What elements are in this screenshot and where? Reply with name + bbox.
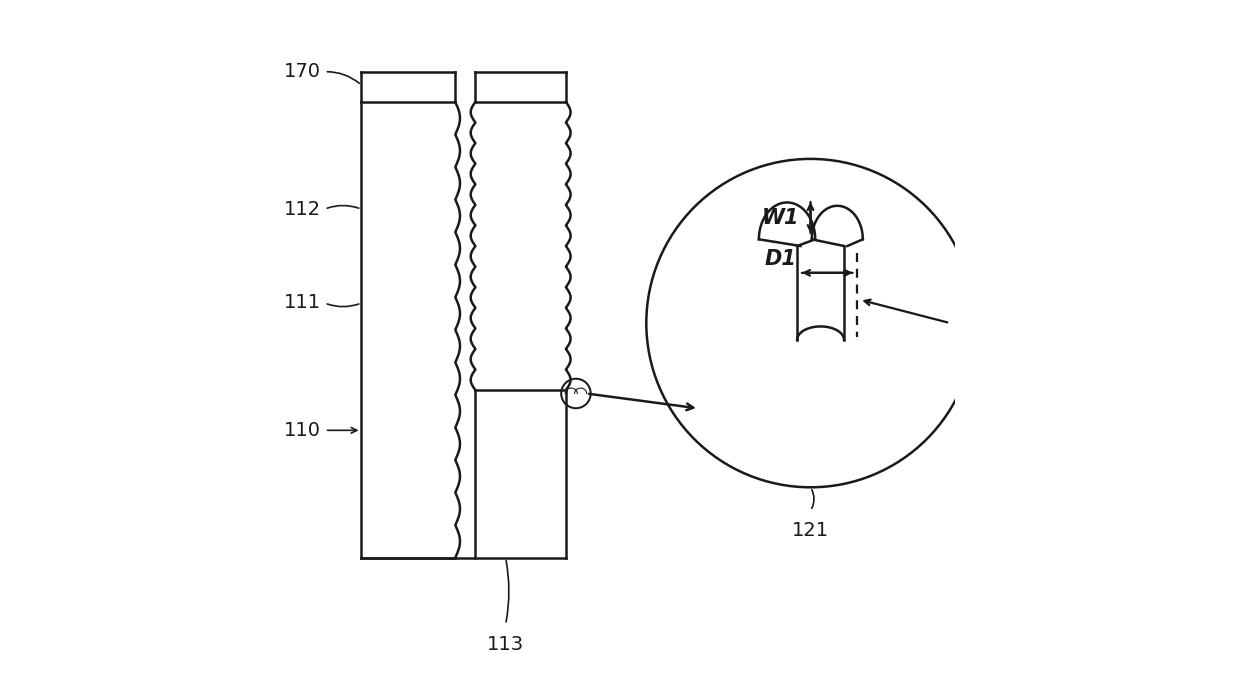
Text: 112: 112 bbox=[284, 200, 321, 219]
Text: D1: D1 bbox=[764, 250, 797, 269]
Text: W1: W1 bbox=[762, 207, 799, 227]
Text: 170: 170 bbox=[284, 63, 321, 81]
Text: 121: 121 bbox=[792, 521, 829, 540]
Text: 111: 111 bbox=[284, 293, 321, 312]
Text: 110: 110 bbox=[284, 421, 321, 440]
Text: 113: 113 bbox=[487, 635, 524, 653]
